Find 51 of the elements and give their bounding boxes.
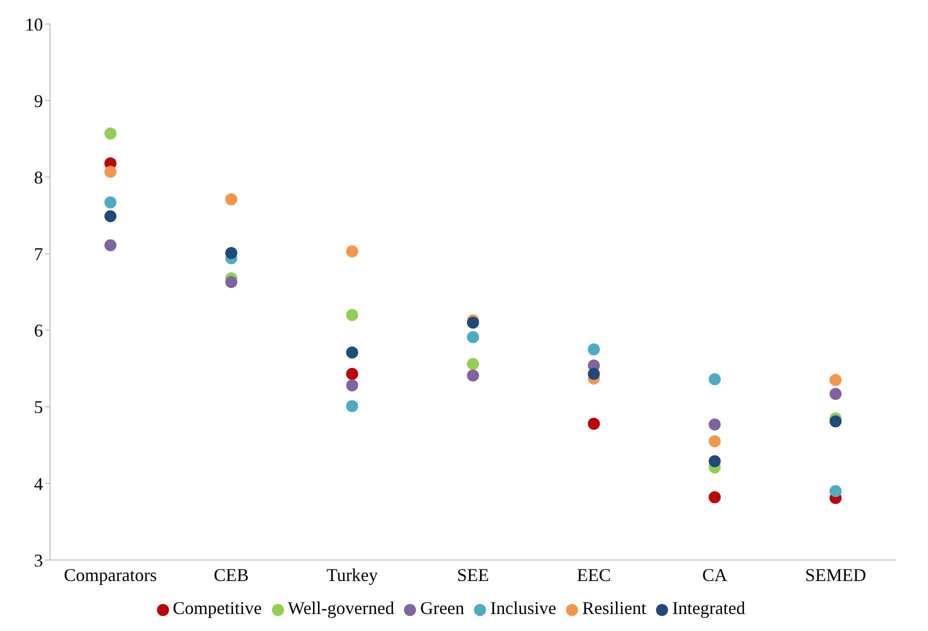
point <box>588 343 600 356</box>
point <box>830 485 842 498</box>
x-tick-label: Comparators <box>64 564 157 585</box>
y-tick-label: 4 <box>34 474 43 494</box>
y-tick-label: 10 <box>25 14 43 34</box>
point <box>708 373 721 386</box>
x-tick-label: CEB <box>214 564 249 585</box>
point <box>467 316 479 329</box>
point <box>225 246 238 259</box>
point <box>104 127 116 140</box>
x-tick-label: CA <box>702 564 728 585</box>
point <box>467 358 479 370</box>
x-tick-label: Turkey <box>326 564 378 585</box>
point <box>708 418 721 430</box>
x-tick-label: SEMED <box>805 564 866 585</box>
point <box>104 239 116 252</box>
y-tick-label: 8 <box>34 168 43 188</box>
x-tick-label: EEC <box>576 564 611 585</box>
point <box>104 166 116 178</box>
y-tick-label: 3 <box>34 550 43 570</box>
legend-label: Well-governed <box>288 598 394 618</box>
point <box>830 415 842 428</box>
point <box>708 455 721 468</box>
point <box>467 369 479 382</box>
point <box>225 193 238 206</box>
point <box>346 245 358 258</box>
point <box>588 418 600 430</box>
legend-label: Green <box>420 598 464 618</box>
point <box>346 346 358 358</box>
legend-label: Resilient <box>582 598 646 618</box>
point <box>708 491 721 504</box>
y-tick-label: 5 <box>34 397 43 418</box>
point <box>104 210 116 222</box>
legend-label: Integrated <box>672 598 746 618</box>
point <box>830 374 842 386</box>
y-tick-label: 7 <box>34 244 43 264</box>
point <box>104 196 116 208</box>
point <box>830 388 842 400</box>
y-tick-label: 9 <box>34 90 43 111</box>
point <box>708 435 721 448</box>
point <box>467 331 479 344</box>
point <box>346 368 358 380</box>
point <box>346 400 358 412</box>
y-tick-label: 6 <box>34 320 43 341</box>
point <box>346 308 358 321</box>
x-tick-label: SEE <box>456 564 490 585</box>
point <box>225 276 238 288</box>
legend-label: Competitive <box>172 598 262 618</box>
legend-label: Inclusive <box>490 598 556 618</box>
point <box>588 368 600 380</box>
point <box>346 379 358 392</box>
